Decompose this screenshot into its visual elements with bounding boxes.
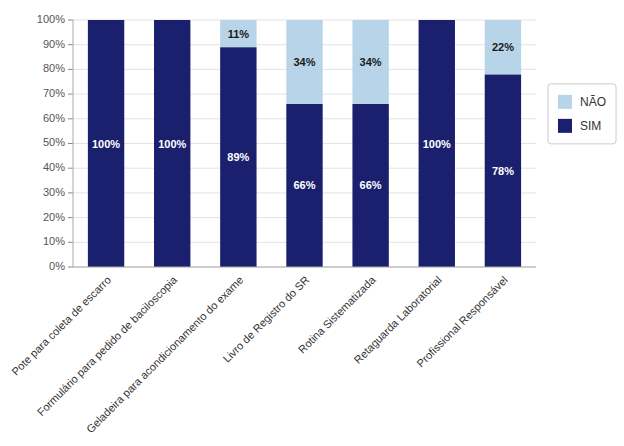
x-tick-label: Formulário para pedido de baciloscopia (35, 273, 180, 418)
x-axis: Pote para coleta de escarroFormulário pa… (9, 267, 536, 435)
data-label: 66% (360, 179, 382, 191)
y-tick (68, 267, 73, 268)
bar-segment (419, 20, 455, 21)
x-tick-label: Livro de Registro do SR (221, 274, 312, 365)
bar-segment (220, 47, 256, 267)
y-tick-label: 30% (43, 186, 65, 198)
bar-segment (485, 74, 521, 267)
data-label: 34% (293, 56, 315, 68)
y-tick-label: 60% (43, 112, 65, 124)
data-label: 11% (228, 28, 250, 40)
data-label: 78% (492, 165, 514, 177)
bar-segment (419, 20, 455, 267)
bar-segment (88, 20, 124, 267)
y-tick-label: 50% (43, 136, 65, 148)
data-label: 34% (360, 56, 382, 68)
data-label: 100% (423, 138, 451, 150)
legend-swatch (558, 95, 572, 109)
y-axis-line (73, 20, 74, 267)
grid (73, 20, 536, 267)
grid-line (73, 267, 536, 268)
y-tick (68, 69, 73, 70)
y-tick-label: 70% (43, 87, 65, 99)
legend-frame (548, 84, 616, 144)
bars (88, 20, 521, 267)
y-tick-label: 10% (43, 235, 65, 247)
y-tick (68, 20, 73, 21)
data-label: 100% (158, 138, 186, 150)
bar-segment (286, 20, 322, 104)
y-tick (68, 168, 73, 169)
y-tick (68, 192, 73, 193)
data-label: 22% (492, 41, 514, 53)
data-label: 66% (293, 179, 315, 191)
y-tick-label: 90% (43, 38, 65, 50)
y-axis: 0% 10% 20% 30% 40% 50% 60% 70% 80% 90% 100% (37, 13, 73, 272)
legend: NÃO SIM (548, 84, 616, 144)
y-tick-label: 100% (37, 13, 65, 25)
bar-segment (220, 20, 256, 47)
bar-segment (88, 20, 124, 21)
legend-swatch (558, 119, 572, 133)
y-tick-label: 40% (43, 161, 65, 173)
x-tick-label: Profissional Responsável (414, 274, 510, 370)
chart: 0%10%20%30%40%50%60%70%80%90%100%100%100… (0, 0, 624, 446)
data-labels: 100% 100% 89% 66% 66% 100% 78% 11% 34% 34% 22% (92, 28, 514, 192)
bar-segment (352, 20, 388, 104)
y-tick-label: 20% (43, 211, 65, 223)
bar-segment (154, 20, 190, 21)
legend-label: NÃO (580, 95, 606, 109)
bar-segment (485, 20, 521, 74)
y-tick-label: 80% (43, 62, 65, 74)
y-tick (68, 118, 73, 119)
y-tick (68, 143, 73, 144)
data-label: 89% (227, 151, 249, 163)
bar-segment (286, 104, 322, 267)
y-tick (68, 217, 73, 218)
y-tick (68, 94, 73, 95)
bar-segment (352, 104, 388, 267)
x-axis-line (73, 267, 536, 268)
bar-segment (154, 20, 190, 267)
y-tick (68, 44, 73, 45)
legend-label: SIM (580, 119, 601, 133)
y-tick (68, 242, 73, 243)
data-label: 100% (92, 138, 120, 150)
y-tick-label: 0% (49, 260, 65, 272)
